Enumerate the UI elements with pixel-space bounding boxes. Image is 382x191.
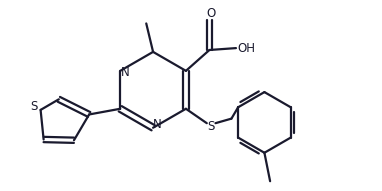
Text: N: N [120,66,129,79]
Text: O: O [207,7,216,20]
Text: S: S [30,100,37,113]
Text: OH: OH [238,42,256,55]
Text: S: S [208,121,215,134]
Text: N: N [153,118,162,131]
